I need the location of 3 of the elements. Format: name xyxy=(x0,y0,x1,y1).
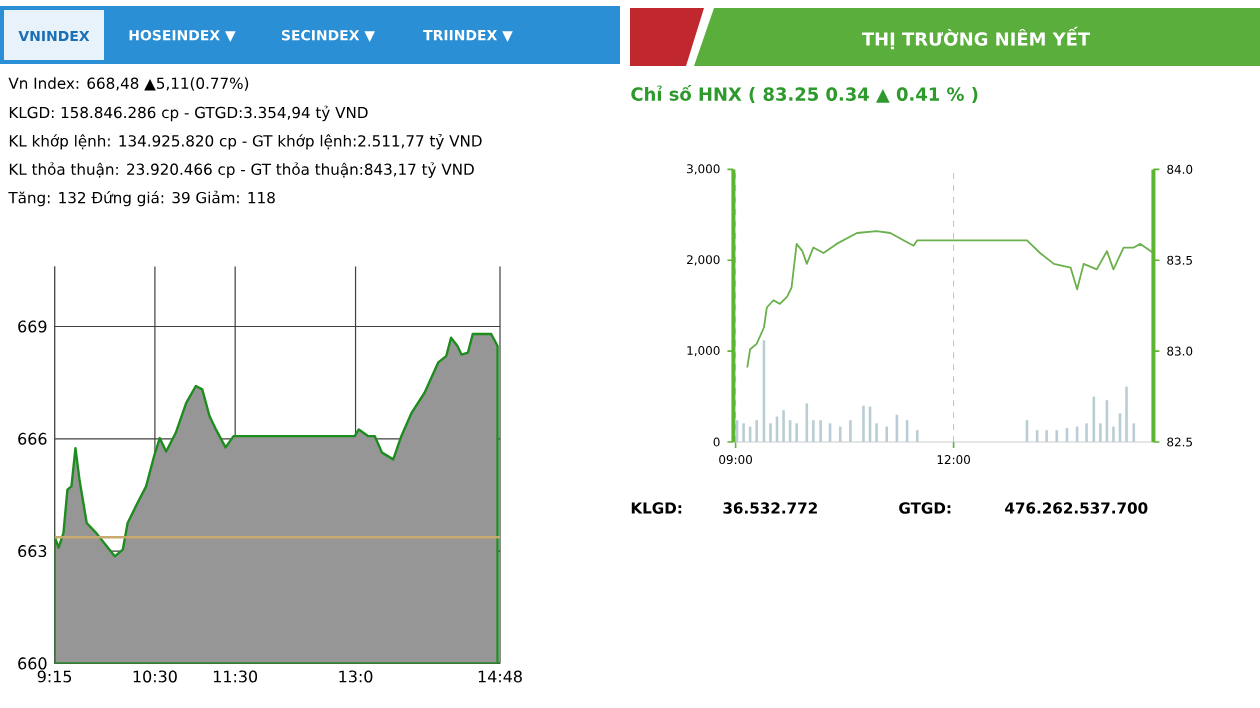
chart-title: THỊ TRƯỜNG NIÊM YẾT xyxy=(861,26,1091,50)
line-series xyxy=(746,230,1154,369)
chart-subtitle: Chỉ số HNX ( 83.25 0.34 ▲ 0.41 % ) xyxy=(631,84,978,104)
